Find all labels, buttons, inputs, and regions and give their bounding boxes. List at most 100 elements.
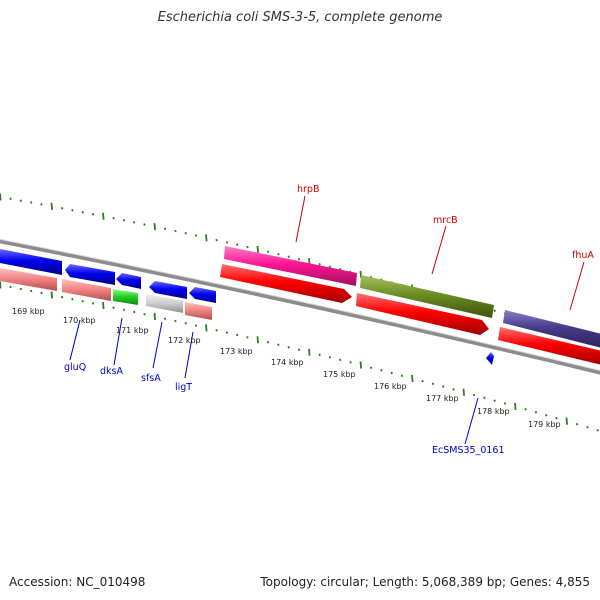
minor-tick [472, 393, 476, 397]
ruler-label-173: 173 kbp [220, 347, 253, 356]
accession-text: Accession: NC_010498 [9, 575, 146, 589]
minor-tick [349, 361, 352, 364]
ruler-label-170: 170 kbp [63, 316, 96, 325]
minor-tick [174, 229, 177, 233]
ruler-label-172: 172 kbp [168, 336, 201, 345]
minor-tick [380, 369, 383, 372]
feature-forward-1[interactable] [220, 264, 352, 303]
gene-label-ligT: ligT [175, 382, 192, 393]
minor-tick [452, 388, 455, 391]
major-tick [50, 291, 53, 299]
genome-backbone [0, 239, 600, 375]
minor-tick [503, 402, 507, 405]
ruler-label-177: 177 kbp [426, 394, 459, 403]
minor-tick [163, 227, 167, 231]
minor-tick [586, 425, 589, 429]
minor-tick [318, 262, 321, 266]
feature-reverse-1[interactable] [0, 249, 62, 275]
minor-tick [112, 306, 115, 309]
feature-rna-ligT[interactable] [185, 302, 212, 320]
minor-tick [442, 385, 445, 388]
minor-tick [339, 358, 342, 362]
minor-tick [174, 319, 177, 323]
feature-hrpB[interactable] [224, 246, 357, 286]
minor-tick [143, 312, 146, 316]
minor-tick [266, 250, 270, 254]
minor-tick [431, 382, 435, 386]
minor-tick [184, 232, 187, 235]
minor-tick [122, 219, 126, 222]
ruler-label-171: 171 kbp [116, 326, 149, 335]
minor-tick [287, 345, 290, 349]
gene-label-EcSMS35_0161: EcSMS35_0161 [432, 445, 505, 456]
map-title: Escherichia coli SMS-3-5, complete genom… [157, 10, 443, 25]
minor-tick [91, 212, 95, 216]
major-tick [153, 223, 156, 231]
minor-tick [225, 331, 229, 334]
gene-label-sfsA: sfsA [141, 373, 161, 384]
ruler-tick-track [0, 281, 599, 432]
feature-fhuA[interactable] [503, 310, 600, 348]
ruler-label-178: 178 kbp [477, 407, 510, 416]
feature-rna-1[interactable] [0, 268, 57, 291]
minor-tick [297, 257, 301, 261]
minor-tick [19, 199, 23, 202]
major-tick [359, 361, 362, 369]
feature-reverse-3[interactable] [116, 273, 141, 289]
feature-rna-dksA[interactable] [113, 289, 138, 305]
minor-tick [277, 253, 280, 256]
minor-tick [30, 201, 33, 204]
feature-forward-2[interactable] [356, 293, 489, 335]
minor-tick [60, 295, 64, 299]
ruler-label-179: 179 kbp [528, 420, 561, 429]
feature-reverse-5[interactable] [189, 287, 216, 303]
feature-forward-3[interactable] [498, 327, 600, 365]
major-tick [153, 312, 156, 321]
minor-tick [215, 238, 218, 242]
major-tick [256, 245, 259, 253]
minor-tick [575, 422, 579, 426]
minor-tick [194, 324, 198, 327]
major-tick [411, 374, 414, 382]
gene-label-gluQ: gluQ [64, 362, 86, 373]
feature-EcSMS35_0161[interactable] [486, 352, 494, 365]
minor-tick [421, 379, 424, 383]
minor-tick [215, 329, 218, 332]
minor-tick [287, 255, 290, 258]
minor-tick [534, 411, 538, 414]
minor-tick [369, 366, 373, 369]
major-tick [0, 281, 2, 289]
minor-tick [91, 302, 95, 305]
minor-tick [236, 243, 239, 246]
minor-tick [390, 371, 393, 375]
ruler-label-176: 176 kbp [374, 382, 407, 391]
feature-mrcB[interactable] [360, 275, 494, 318]
minor-tick [71, 208, 74, 212]
minor-tick [596, 428, 599, 432]
minor-tick [318, 353, 321, 356]
minor-tick [112, 217, 115, 220]
minor-tick [143, 223, 146, 226]
major-tick [256, 336, 259, 344]
minor-tick [60, 206, 64, 210]
feature-rna-sfsA[interactable] [146, 294, 183, 313]
feature-reverse-2[interactable] [65, 264, 115, 285]
feature-rna-2[interactable] [62, 279, 111, 301]
major-tick [102, 212, 105, 220]
ruler-label-174: 174 kbp [271, 358, 304, 367]
gene-label-dksA: dksA [100, 366, 123, 377]
minor-tick [71, 297, 74, 301]
minor-tick [19, 287, 23, 291]
minor-tick [30, 289, 33, 293]
minor-tick [81, 300, 84, 303]
major-tick [205, 234, 208, 242]
minor-tick [400, 374, 404, 377]
major-tick [514, 402, 517, 410]
major-tick [308, 348, 311, 356]
feature-reverse-4[interactable] [149, 281, 187, 299]
minor-tick [277, 343, 280, 346]
ruler-label-169: 169 kbp [12, 307, 45, 316]
minor-tick [328, 356, 332, 359]
major-tick [565, 417, 568, 425]
